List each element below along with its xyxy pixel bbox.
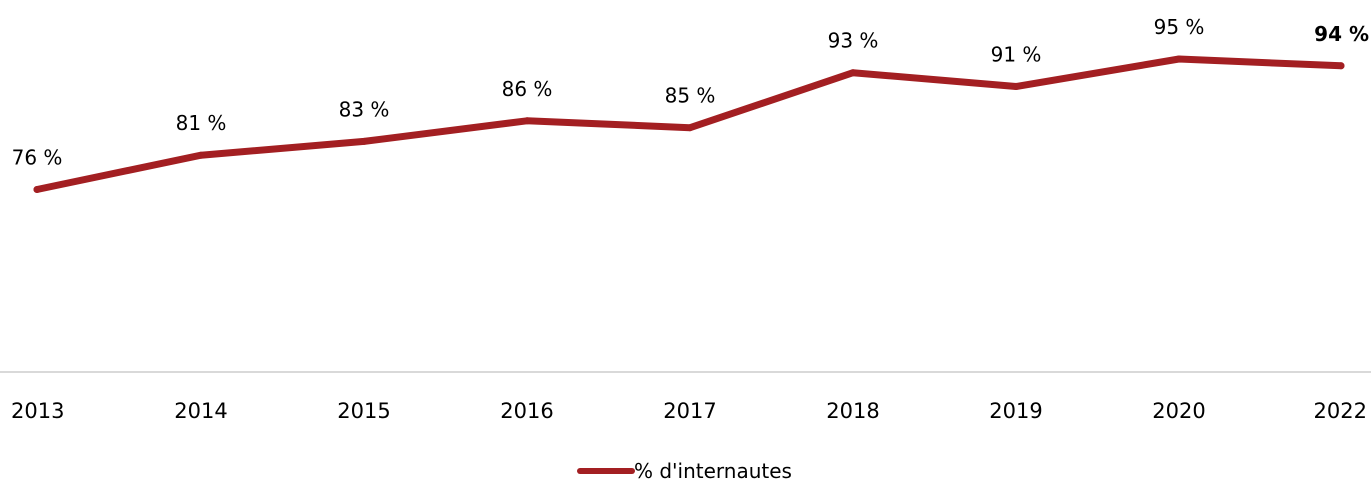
data-point-2020 [1175,55,1183,63]
x-tick-2016: 2016 [500,399,553,423]
data-label-2017: 85 % [665,84,716,108]
data-point-2022 [1337,62,1345,70]
data-point-2018 [849,69,857,77]
data-point-2015 [360,137,368,145]
data-point-2017 [686,124,694,132]
data-point-2013 [33,186,41,193]
data-point-2016 [523,117,531,125]
x-tick-2014: 2014 [174,399,227,423]
data-label-2018: 93 % [828,29,879,53]
x-tick-2018: 2018 [826,399,879,423]
data-label-2019: 91 % [991,43,1042,67]
x-tick-2017: 2017 [663,399,716,423]
data-label-2016: 86 % [502,77,553,101]
data-label-2013: 76 % [12,146,63,170]
x-tick-2019: 2019 [989,399,1042,423]
series-layer [33,55,1345,193]
series-line [33,55,1345,193]
legend-label: % d'internautes [634,459,792,481]
data-label-2014: 81 % [176,111,227,135]
data-label-2015: 83 % [339,97,390,121]
data-label-2022: 94 % [1314,22,1369,46]
data-point-2019 [1012,83,1020,90]
legend: % d'internautes [577,459,792,481]
x-axis-tick-labels: 2013 2014 2015 2016 2017 2018 2019 2020 2022 [11,399,1367,423]
data-point-2014 [197,151,205,159]
data-label-2020: 95 % [1154,15,1205,39]
x-tick-2022: 2022 [1314,399,1367,423]
x-tick-2013: 2013 [11,399,64,423]
x-tick-2015: 2015 [337,399,390,423]
data-labels: 76 % 81 % 83 % 86 % 85 % 93 % 91 % 95 % 94 % [12,15,1369,170]
x-tick-2020: 2020 [1152,399,1205,423]
